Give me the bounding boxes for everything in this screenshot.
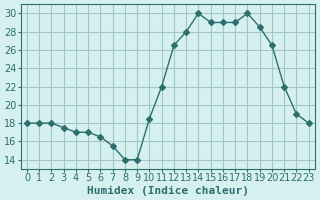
- X-axis label: Humidex (Indice chaleur): Humidex (Indice chaleur): [87, 186, 249, 196]
